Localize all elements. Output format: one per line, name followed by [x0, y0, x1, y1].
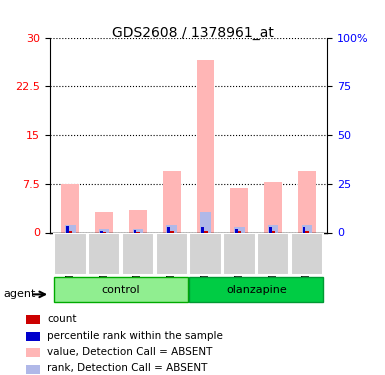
Bar [166, 225, 177, 232]
Text: value, Detection Call = ABSENT: value, Detection Call = ABSENT [47, 347, 213, 357]
FancyBboxPatch shape [88, 233, 121, 275]
Bar [68, 231, 72, 232]
Bar [301, 225, 312, 232]
Text: agent: agent [4, 290, 36, 299]
Bar [99, 229, 109, 232]
Text: rank, Detection Call = ABSENT: rank, Detection Call = ABSENT [47, 363, 208, 374]
FancyBboxPatch shape [257, 233, 290, 275]
Bar [271, 231, 275, 232]
Bar [65, 225, 76, 232]
FancyBboxPatch shape [54, 277, 188, 302]
Bar [231, 188, 248, 232]
Bar [200, 212, 211, 232]
Text: control: control [102, 285, 141, 295]
Bar [134, 230, 136, 232]
Bar [26, 315, 40, 324]
Bar [235, 229, 238, 232]
Text: count: count [47, 314, 77, 324]
Bar [26, 348, 40, 357]
FancyBboxPatch shape [156, 233, 188, 275]
FancyBboxPatch shape [223, 233, 256, 275]
Bar [303, 226, 305, 232]
Bar [264, 182, 282, 232]
FancyBboxPatch shape [291, 233, 323, 275]
Bar [268, 225, 278, 232]
Text: GDS2608 / 1378961_at: GDS2608 / 1378961_at [112, 26, 273, 40]
Bar [305, 231, 309, 232]
Bar [62, 184, 79, 232]
FancyBboxPatch shape [189, 277, 323, 302]
Text: percentile rank within the sample: percentile rank within the sample [47, 331, 223, 340]
Bar [66, 226, 69, 232]
Bar [298, 171, 316, 232]
Bar [132, 229, 143, 232]
Bar [234, 227, 245, 232]
Bar [237, 231, 241, 232]
Bar [129, 210, 147, 232]
FancyBboxPatch shape [54, 233, 87, 275]
FancyBboxPatch shape [122, 233, 154, 275]
Bar [201, 226, 204, 232]
Bar [26, 364, 40, 374]
Bar [100, 231, 103, 232]
Bar [269, 226, 272, 232]
Bar [163, 171, 181, 232]
Bar [26, 332, 40, 341]
Bar [167, 226, 170, 232]
Bar [204, 231, 208, 232]
Bar [95, 212, 113, 232]
Bar [197, 60, 214, 232]
FancyBboxPatch shape [189, 233, 222, 275]
Text: olanzapine: olanzapine [226, 285, 287, 295]
Bar [170, 231, 174, 232]
